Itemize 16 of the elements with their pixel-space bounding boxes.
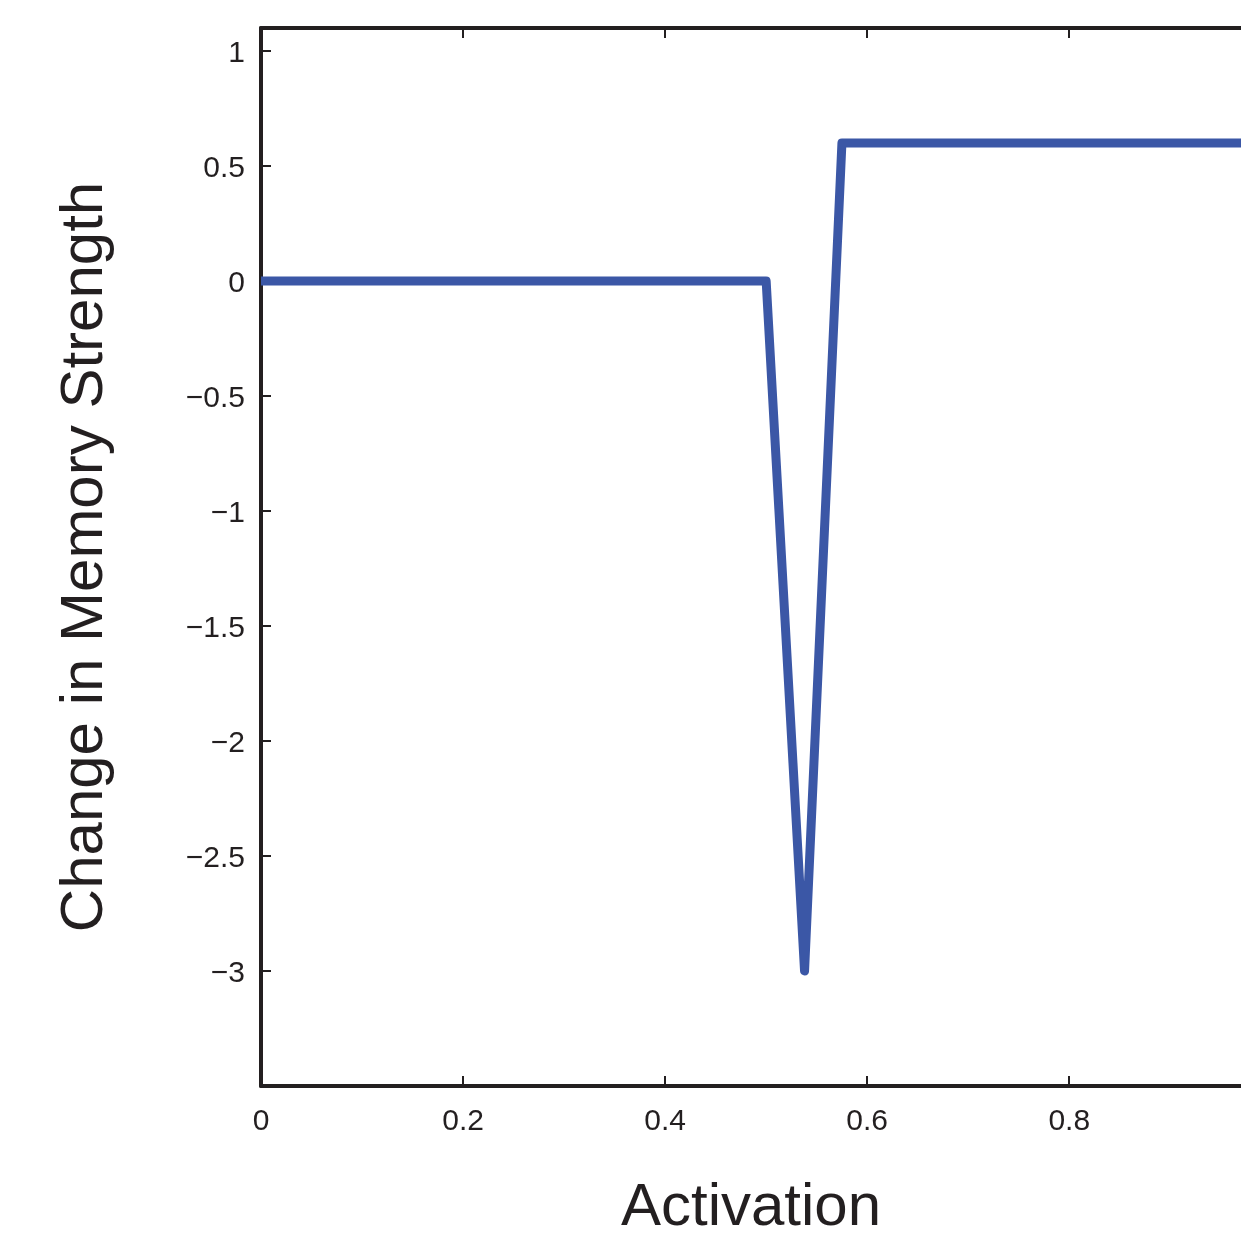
y-tick-label: −2.5 bbox=[185, 839, 245, 873]
y-tick-label: −1.5 bbox=[185, 609, 245, 643]
x-tick-label: 0.6 bbox=[846, 1102, 889, 1136]
y-tick-label: 1 bbox=[228, 34, 245, 68]
x-tick-label: 0 bbox=[252, 1102, 270, 1136]
y-tick-label: −3 bbox=[210, 954, 245, 988]
y-tick-label: −2 bbox=[210, 724, 245, 758]
x-axis-title: Activation bbox=[620, 1170, 882, 1238]
x-tick-label: 0.4 bbox=[644, 1102, 686, 1136]
y-tick-label: 0 bbox=[228, 264, 245, 298]
y-tick-label: −1 bbox=[210, 494, 245, 528]
y-tick-label: 0.5 bbox=[203, 149, 245, 183]
y-axis-title: Change in Memory Strength bbox=[47, 181, 115, 933]
x-tick-label: 0.2 bbox=[442, 1102, 484, 1136]
y-tick-label: −0.5 bbox=[185, 379, 245, 413]
x-tick-label: 0.8 bbox=[1048, 1102, 1091, 1136]
